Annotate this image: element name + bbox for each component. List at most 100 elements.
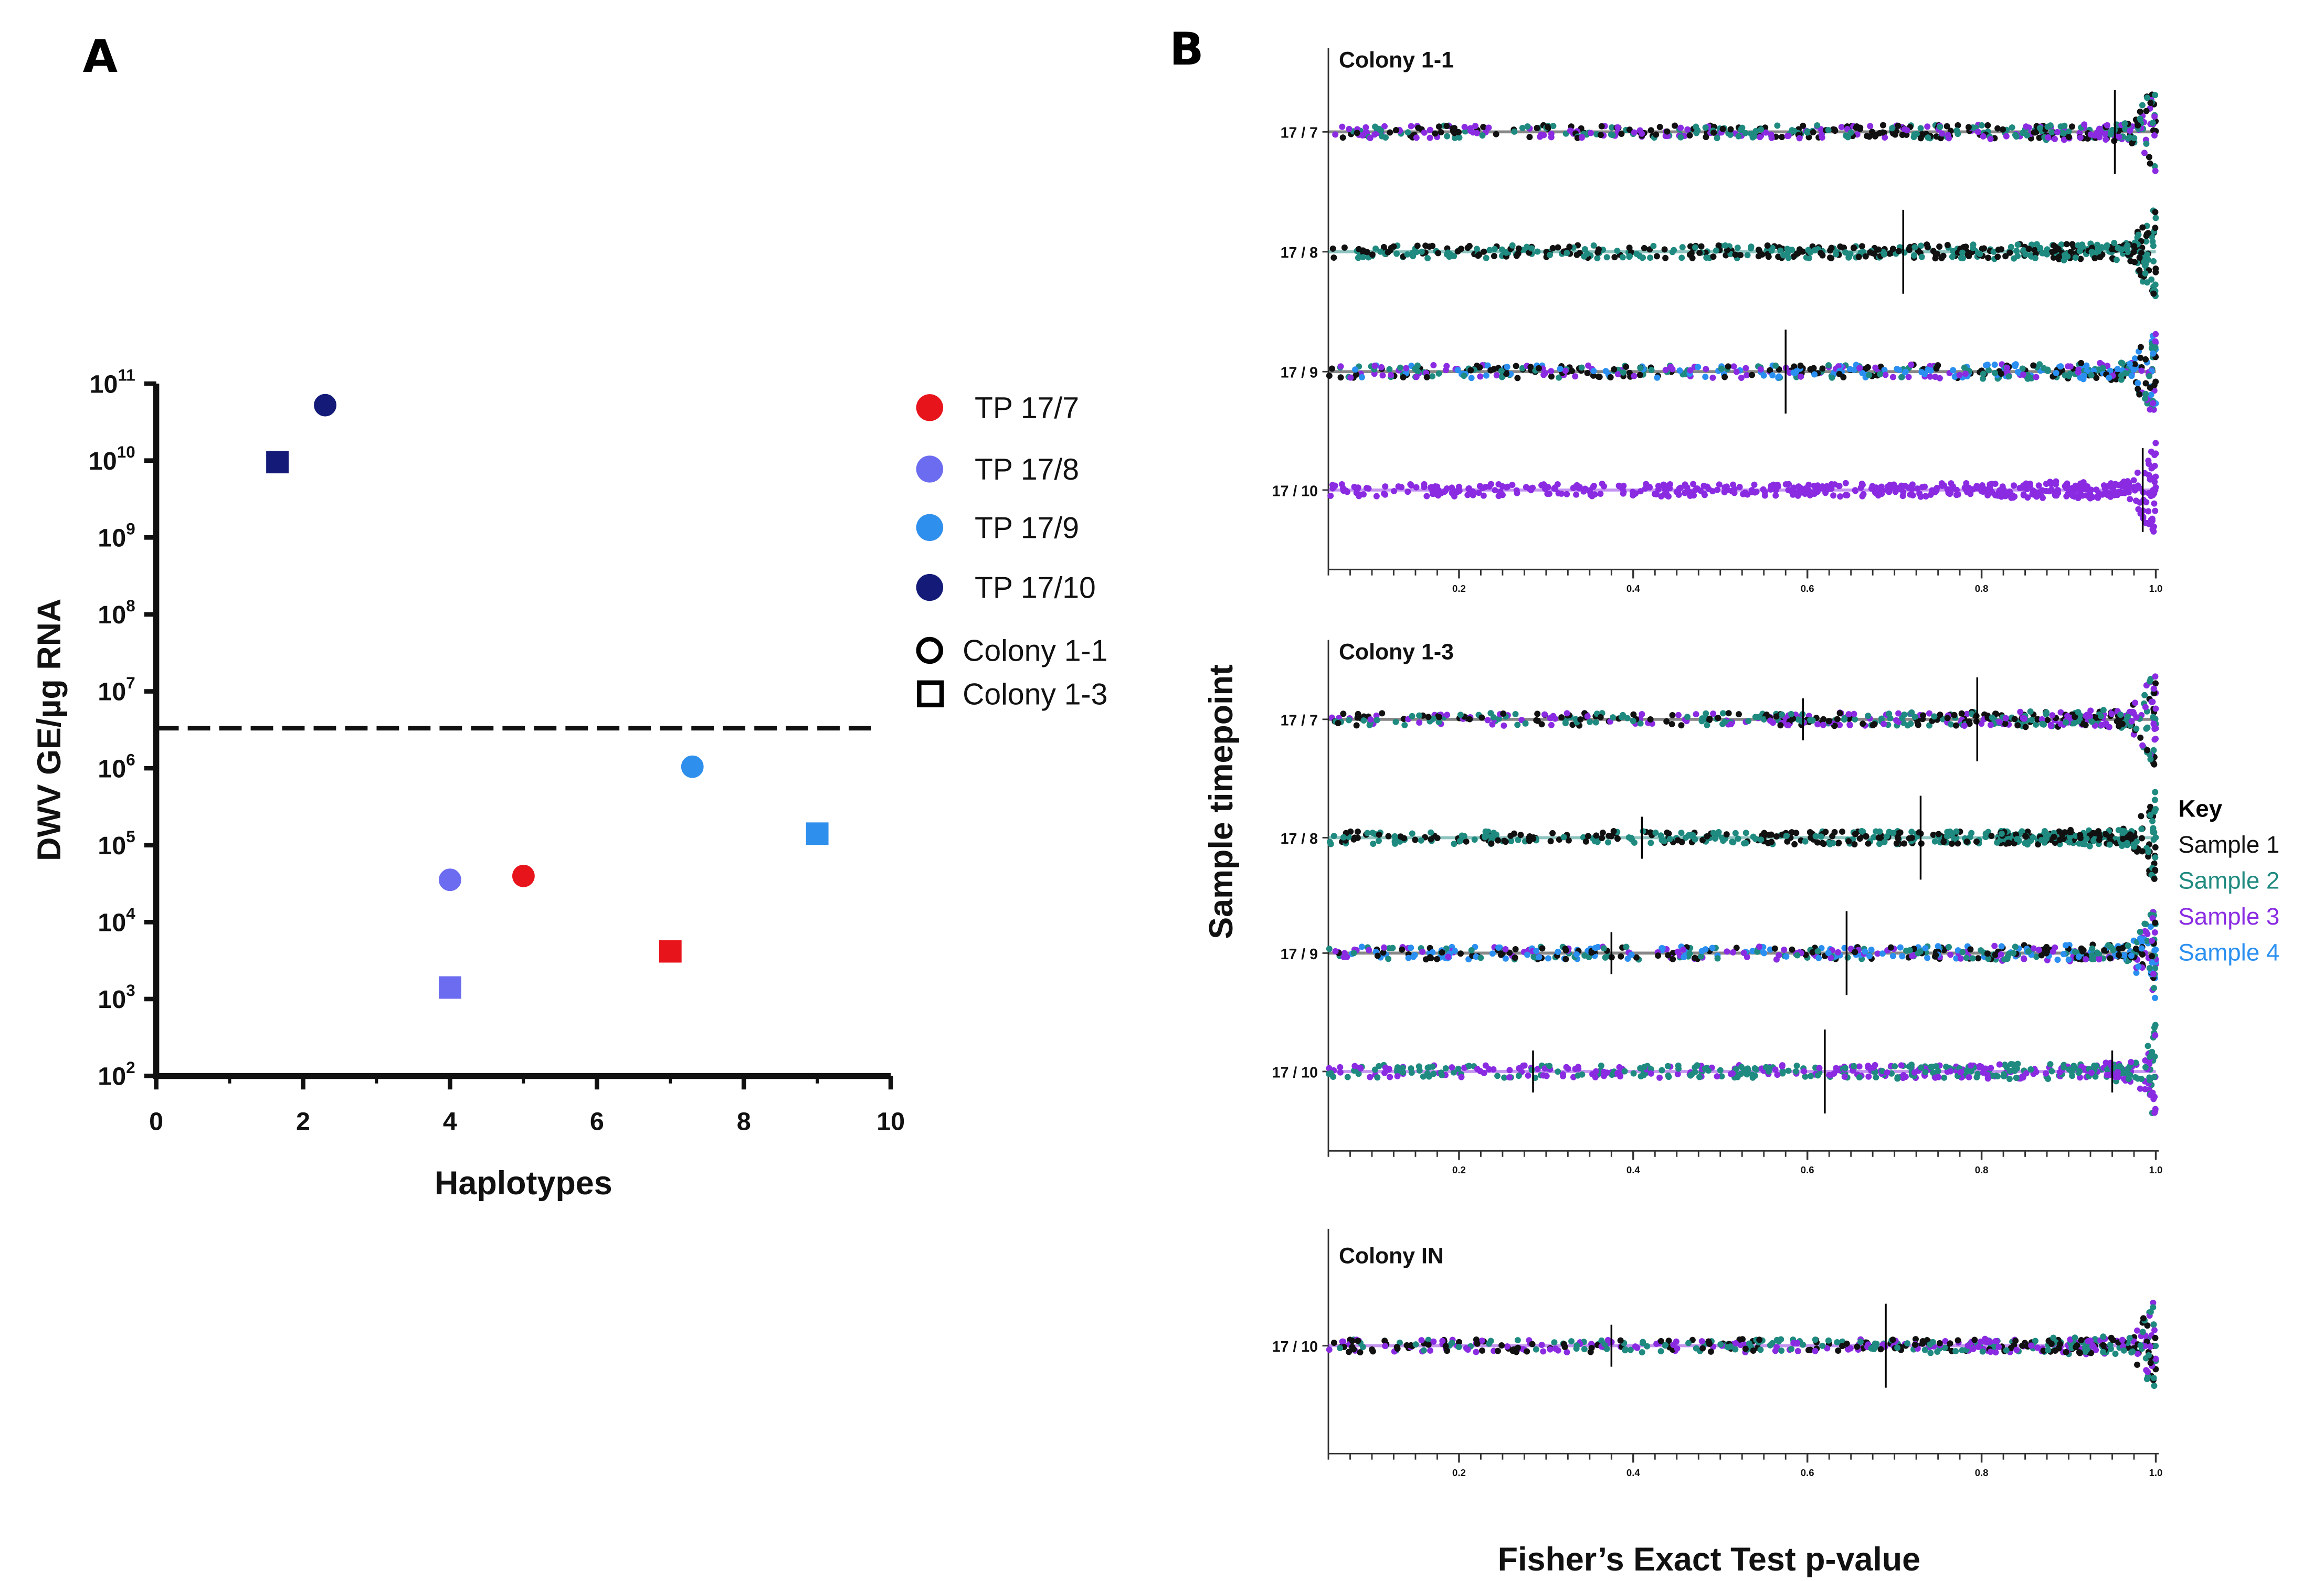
strip-point <box>2057 1341 2064 1347</box>
strip-point <box>1550 123 1557 130</box>
strip-point <box>1952 722 1959 729</box>
strip-point <box>2141 150 2148 156</box>
strip-point <box>1590 372 1597 379</box>
strip-point <box>1959 949 1966 956</box>
strip-point <box>2035 482 2042 489</box>
strip-tick-label: 0.4 <box>1626 1164 1640 1175</box>
strip-point <box>1400 716 1407 723</box>
strip-point <box>1611 366 1618 373</box>
strip-point <box>1687 367 1694 374</box>
strip-point <box>1996 719 2003 726</box>
y-tick-label: 105 <box>98 827 135 860</box>
strip-point <box>1498 367 1505 374</box>
strip-point <box>2024 375 2031 382</box>
strip-point <box>2144 938 2151 945</box>
strip-point <box>1528 1067 1535 1074</box>
strip-point <box>1966 718 1972 725</box>
strip-point <box>1626 126 1633 133</box>
strip-point <box>1400 374 1407 381</box>
strip-point <box>1829 374 1835 381</box>
legend-marker <box>916 455 944 483</box>
strip-point <box>1495 944 1502 951</box>
strip-point <box>2148 937 2155 944</box>
strip-point <box>1919 1338 1926 1345</box>
strip-point <box>1982 1335 1989 1342</box>
strip-point <box>1470 488 1476 495</box>
strip-point <box>1565 837 1572 844</box>
strip-point <box>1657 1338 1664 1344</box>
strip-point <box>1552 715 1559 722</box>
strip-point <box>1695 364 1702 370</box>
strip-point <box>2111 240 2118 247</box>
strip-point <box>1564 250 1570 257</box>
strip-point <box>1430 1338 1437 1345</box>
strip-point <box>2152 946 2159 953</box>
strip-point <box>1724 948 1730 955</box>
strip-point <box>1932 489 1939 495</box>
strip-point <box>2020 955 2027 962</box>
strip-point <box>2005 840 2012 846</box>
strip-point <box>1934 1349 1941 1355</box>
strip-point <box>1636 127 1643 134</box>
strip-point <box>1354 486 1360 493</box>
strip-point <box>2067 363 2074 370</box>
strip-point <box>2020 482 2027 489</box>
strip-point <box>2003 133 2010 140</box>
legend-shape-square <box>917 680 944 707</box>
strip-point <box>1930 831 1937 838</box>
strip-point <box>1825 362 1832 369</box>
strip-point <box>2098 245 2105 251</box>
strip-tick-label: 0.2 <box>1452 583 1466 594</box>
strip-point <box>1725 710 1732 717</box>
strip-point <box>2043 711 2050 718</box>
strip-point <box>1852 949 1858 956</box>
strip-point <box>2023 1070 2030 1077</box>
strip-point <box>1577 716 1584 723</box>
strip-point <box>1657 1348 1664 1355</box>
strip-point <box>1639 711 1645 718</box>
strip-point <box>2139 224 2146 231</box>
strip-point <box>1587 489 1593 495</box>
strip-point <box>1435 250 1442 257</box>
strip-point <box>1807 829 1813 835</box>
strip-point <box>2152 919 2159 926</box>
strip-point <box>1882 372 1889 378</box>
strip-point <box>1538 1341 1545 1348</box>
strip-point <box>1895 122 1902 129</box>
strip-point <box>1340 710 1347 717</box>
strip-point <box>2022 251 2029 258</box>
strip-point <box>1729 1070 1736 1077</box>
strip-point <box>1818 250 1824 257</box>
strip-point <box>1796 246 1803 253</box>
strip-point <box>1506 1074 1513 1081</box>
strip-point <box>1584 369 1591 376</box>
strip-point <box>1326 1346 1333 1353</box>
strip-point <box>1519 124 1526 131</box>
strip-point <box>1533 1346 1539 1353</box>
strip-point <box>1473 1349 1480 1355</box>
strip-point <box>1992 951 1999 958</box>
strip-point <box>2152 1032 2159 1039</box>
strip-point <box>2014 836 2021 843</box>
strip-point <box>1963 1067 1970 1074</box>
strip-point <box>1477 954 1484 961</box>
strip-point <box>1692 836 1698 843</box>
strip-point <box>1640 1072 1647 1079</box>
strip-point <box>2151 994 2158 1001</box>
strip-point <box>1543 1073 1550 1079</box>
strip-point <box>2148 276 2155 283</box>
strip-point <box>1999 483 2006 490</box>
strip-point <box>1998 830 2005 837</box>
strip-point <box>1797 362 1804 369</box>
strip-point <box>1647 1070 1654 1077</box>
strip-point <box>2056 828 2063 835</box>
strip-point <box>1378 133 1385 140</box>
strip-point <box>1744 1065 1751 1072</box>
strip-point <box>1966 1074 1972 1080</box>
strip-point <box>1908 361 1915 368</box>
strip-point <box>1390 243 1397 250</box>
strip-point <box>1456 1339 1463 1345</box>
strip-point <box>1784 133 1791 140</box>
strip-point <box>1555 1068 1561 1075</box>
